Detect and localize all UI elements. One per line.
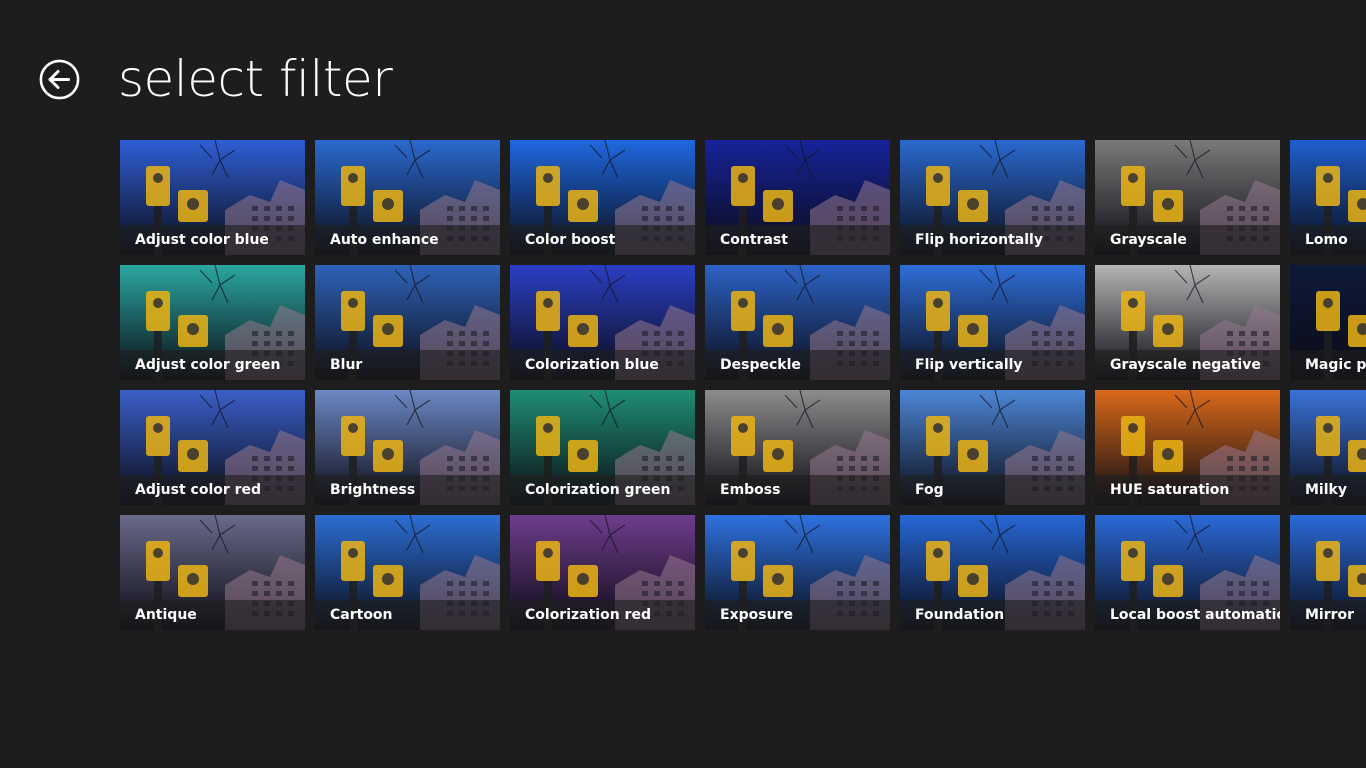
filter-tile[interactable]: Colorization green — [510, 390, 695, 505]
filter-label: Antique — [135, 607, 197, 623]
arrow-left-circle-icon — [39, 59, 80, 100]
filter-caption: Grayscale negative — [1095, 350, 1280, 380]
filter-caption: Brightness — [315, 475, 500, 505]
filter-caption: Lomo — [1290, 225, 1366, 255]
filter-caption: Colorization blue — [510, 350, 695, 380]
filter-tile[interactable]: Blur — [315, 265, 500, 380]
filter-caption: Cartoon — [315, 600, 500, 630]
filter-caption: Mirror — [1290, 600, 1366, 630]
filter-caption: Adjust color blue — [120, 225, 305, 255]
filter-caption: Exposure — [705, 600, 890, 630]
filter-caption: Auto enhance — [315, 225, 500, 255]
filter-label: Fog — [915, 482, 944, 498]
filter-caption: Emboss — [705, 475, 890, 505]
filter-label: Adjust color blue — [135, 232, 269, 248]
filter-label: Colorization red — [525, 607, 651, 623]
filter-caption: Contrast — [705, 225, 890, 255]
filter-label: Adjust color red — [135, 482, 262, 498]
filter-label: Lomo — [1305, 232, 1348, 248]
filter-tile[interactable]: Grayscale — [1095, 140, 1280, 255]
filter-caption: Magic pe — [1290, 350, 1366, 380]
filter-caption: Colorization green — [510, 475, 695, 505]
filter-label: Cartoon — [330, 607, 393, 623]
filter-label: Flip vertically — [915, 357, 1023, 373]
filter-label: Magic pe — [1305, 357, 1366, 373]
filter-label: Color boost — [525, 232, 616, 248]
filter-label: Grayscale negative — [1110, 357, 1261, 373]
filter-label: Local boost automatic — [1110, 607, 1280, 623]
filter-label: Auto enhance — [330, 232, 439, 248]
filter-caption: Blur — [315, 350, 500, 380]
filter-tile[interactable]: Foundation — [900, 515, 1085, 630]
filter-tile[interactable]: Contrast — [705, 140, 890, 255]
filter-tile[interactable]: Color boost — [510, 140, 695, 255]
filter-caption: Grayscale — [1095, 225, 1280, 255]
filter-label: Blur — [330, 357, 363, 373]
filter-label: Adjust color green — [135, 357, 281, 373]
filter-tile[interactable]: Colorization blue — [510, 265, 695, 380]
filter-label: Flip horizontally — [915, 232, 1043, 248]
filter-tile[interactable]: Flip vertically — [900, 265, 1085, 380]
filter-tile[interactable]: Adjust color green — [120, 265, 305, 380]
filter-caption: HUE saturation — [1095, 475, 1280, 505]
filter-caption: Milky — [1290, 475, 1366, 505]
filter-caption: Color boost — [510, 225, 695, 255]
filter-tile[interactable]: HUE saturation — [1095, 390, 1280, 505]
filter-tile[interactable]: Antique — [120, 515, 305, 630]
filter-label: Mirror — [1305, 607, 1355, 623]
filter-caption: Antique — [120, 600, 305, 630]
filter-caption: Adjust color green — [120, 350, 305, 380]
page-title: select filter — [118, 50, 393, 108]
filter-tile[interactable]: Fog — [900, 390, 1085, 505]
filter-tile[interactable]: Local boost automatic — [1095, 515, 1280, 630]
filter-tile[interactable]: Exposure — [705, 515, 890, 630]
filter-label: Grayscale — [1110, 232, 1187, 248]
filter-tile[interactable]: Despeckle — [705, 265, 890, 380]
back-button[interactable] — [39, 59, 80, 100]
filter-tile[interactable]: Adjust color blue — [120, 140, 305, 255]
filter-caption: Foundation — [900, 600, 1085, 630]
filter-label: Despeckle — [720, 357, 801, 373]
filter-tile[interactable]: Lomo — [1290, 140, 1366, 255]
filter-label: Colorization blue — [525, 357, 659, 373]
filter-label: HUE saturation — [1110, 482, 1230, 498]
filter-tile[interactable]: Mirror — [1290, 515, 1366, 630]
filter-label: Contrast — [720, 232, 788, 248]
filter-tile[interactable]: Adjust color red — [120, 390, 305, 505]
filter-label: Milky — [1305, 482, 1347, 498]
filter-label: Exposure — [720, 607, 793, 623]
filter-tile[interactable]: Grayscale negative — [1095, 265, 1280, 380]
filter-label: Emboss — [720, 482, 781, 498]
filter-caption: Flip horizontally — [900, 225, 1085, 255]
filter-tile[interactable]: Emboss — [705, 390, 890, 505]
filter-caption: Flip vertically — [900, 350, 1085, 380]
filter-caption: Adjust color red — [120, 475, 305, 505]
filter-tile[interactable]: Milky — [1290, 390, 1366, 505]
filter-label: Foundation — [915, 607, 1005, 623]
filter-tile[interactable]: Brightness — [315, 390, 500, 505]
filter-label: Colorization green — [525, 482, 671, 498]
filter-tile[interactable]: Magic pe — [1290, 265, 1366, 380]
filter-caption: Colorization red — [510, 600, 695, 630]
filter-tile[interactable]: Auto enhance — [315, 140, 500, 255]
filter-caption: Despeckle — [705, 350, 890, 380]
filter-tile[interactable]: Cartoon — [315, 515, 500, 630]
filter-grid: Adjust color blue Auto enhance Color boost… — [120, 140, 1366, 630]
filter-label: Brightness — [330, 482, 416, 498]
filter-caption: Local boost automatic — [1095, 600, 1280, 630]
filter-tile[interactable]: Flip horizontally — [900, 140, 1085, 255]
filter-caption: Fog — [900, 475, 1085, 505]
filter-tile[interactable]: Colorization red — [510, 515, 695, 630]
